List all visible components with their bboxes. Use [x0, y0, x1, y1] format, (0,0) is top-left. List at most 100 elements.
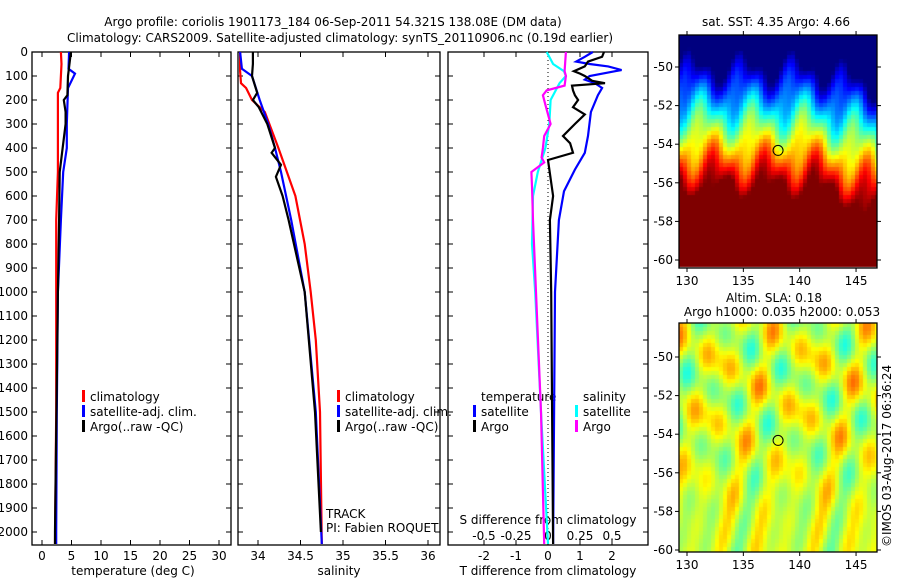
x-tick-label: 2	[608, 549, 616, 563]
lon-tick-label: 145	[845, 558, 868, 572]
legend-argo: Argo(..raw -QC)	[90, 420, 183, 434]
legend-climatology: climatology	[345, 390, 415, 404]
x-tick-label: 1	[576, 549, 584, 563]
lat-tick-label: -56	[653, 466, 673, 480]
argo-float-position-marker	[772, 434, 784, 446]
legend-swatch-climatology	[82, 390, 85, 402]
depth-tick-label: 1000	[0, 285, 28, 299]
depth-tick-label: 900	[5, 261, 28, 275]
lat-tick-label: -60	[653, 253, 673, 267]
x-tick-label: 0	[38, 549, 46, 563]
sst-map-title: sat. SST: 4.35 Argo: 4.66	[702, 15, 850, 29]
lat-tick-label: -52	[653, 99, 673, 113]
depth-tick-label: 1200	[0, 333, 28, 347]
x-tick-label: 20	[152, 549, 167, 563]
sla-map-field	[679, 323, 877, 552]
lon-tick-label: 145	[845, 274, 868, 288]
depth-tick-label: 1500	[0, 405, 28, 419]
legend-argo: Argo(..raw -QC)	[345, 420, 438, 434]
x-tick-label: 15	[123, 549, 138, 563]
legend-swatch-satellite	[337, 405, 340, 417]
depth-tick-label: 0	[20, 45, 28, 59]
sst-map-field	[679, 35, 877, 268]
x-tick-label: 25	[182, 549, 197, 563]
depth-tick-label: 2000	[0, 525, 28, 539]
depth-tick-label: 1100	[0, 309, 28, 323]
sst-map-frame	[678, 34, 878, 269]
s-tick-label: 0.25	[567, 529, 594, 543]
sla-map-title-line2: Argo h1000: 0.035 h2000: 0.053	[684, 305, 880, 319]
lat-tick-label: -52	[653, 389, 673, 403]
depth-tick-label: 700	[5, 213, 28, 227]
depth-tick-label: 800	[5, 237, 28, 251]
s-tick-label: -0.5	[472, 529, 495, 543]
x-tick-label: -1	[510, 549, 522, 563]
imos-credit: ©IMOS 03-Aug-2017 06:36:24	[880, 365, 894, 547]
temperature-axis-label: temperature (deg C)	[71, 564, 194, 578]
s-tick-label: 0.5	[602, 529, 621, 543]
lat-tick-label: -54	[653, 137, 673, 151]
x-tick-label: 30	[211, 549, 226, 563]
lat-tick-label: -50	[653, 60, 673, 74]
series-s-argo	[530, 51, 568, 545]
argo-float-position-marker	[772, 144, 784, 156]
depth-tick-label: 1600	[0, 429, 28, 443]
depth-tick-label: 200	[5, 93, 28, 107]
lon-tick-label: 135	[732, 274, 755, 288]
lat-tick-label: -58	[653, 214, 673, 228]
lon-tick-label: 140	[788, 274, 811, 288]
legend-t-satellite: satellite	[481, 405, 529, 419]
legend-swatch-argo	[82, 420, 85, 432]
series-satellite-adj-clim-	[239, 51, 323, 545]
sla-map-title-line1: Altim. SLA: 0.18	[726, 291, 822, 305]
x-tick-label: 34.5	[287, 549, 314, 563]
figure-title-line1: Argo profile: coriolis 1901173_184 06-Se…	[104, 15, 561, 29]
lon-tick-label: 130	[676, 558, 699, 572]
depth-tick-label: 1300	[0, 357, 28, 371]
x-tick-label: 35.5	[372, 549, 399, 563]
t-difference-axis-label: T difference from climatology	[459, 564, 637, 578]
series-climatology	[239, 52, 323, 545]
sla-map-frame	[678, 322, 878, 553]
lon-tick-label: 135	[732, 558, 755, 572]
x-tick-label: 10	[93, 549, 108, 563]
series-argo-raw-qc-	[53, 51, 72, 544]
x-tick-label: -2	[478, 549, 490, 563]
legend-climatology: climatology	[90, 390, 160, 404]
series-t-argo	[546, 51, 606, 545]
figure-title-line2: Climatology: CARS2009. Satellite-adjuste…	[67, 31, 613, 45]
depth-tick-label: 600	[5, 189, 28, 203]
legend-s-argo: Argo	[583, 420, 611, 434]
legend-swatch-climatology	[337, 390, 340, 402]
depth-tick-label: 100	[5, 69, 28, 83]
x-tick-label: 0	[544, 549, 552, 563]
legend-swatch-t-argo	[473, 420, 476, 432]
depth-tick-label: 300	[5, 117, 28, 131]
legend-swatch-s-argo	[575, 420, 578, 432]
legend-satellite: satellite-adj. clim.	[345, 405, 452, 419]
x-tick-label: 5	[68, 549, 76, 563]
depth-tick-label: 1700	[0, 453, 28, 467]
legend-header-temperature: temperature	[481, 390, 556, 404]
lat-tick-label: -60	[653, 543, 673, 557]
x-tick-label: 36	[420, 549, 435, 563]
lon-tick-label: 140	[788, 558, 811, 572]
legend-swatch-t-satellite	[473, 405, 476, 417]
lat-tick-label: -58	[653, 504, 673, 518]
depth-tick-label: 1800	[0, 477, 28, 491]
legend-s-satellite: satellite	[583, 405, 631, 419]
x-tick-label: 34	[250, 549, 265, 563]
lon-tick-label: 130	[676, 274, 699, 288]
pi-annotation: PI: Fabien ROQUET	[326, 521, 439, 535]
legend-header-salinity: salinity	[583, 390, 626, 404]
legend-swatch-s-satellite	[575, 405, 578, 417]
series-argo-raw-qc-	[250, 52, 322, 533]
lat-tick-label: -54	[653, 427, 673, 441]
legend-t-argo: Argo	[481, 420, 509, 434]
legend-swatch-satellite	[82, 405, 85, 417]
depth-tick-label: 1900	[0, 501, 28, 515]
lat-tick-label: -50	[653, 350, 673, 364]
salinity-axis-label: salinity	[317, 564, 360, 578]
